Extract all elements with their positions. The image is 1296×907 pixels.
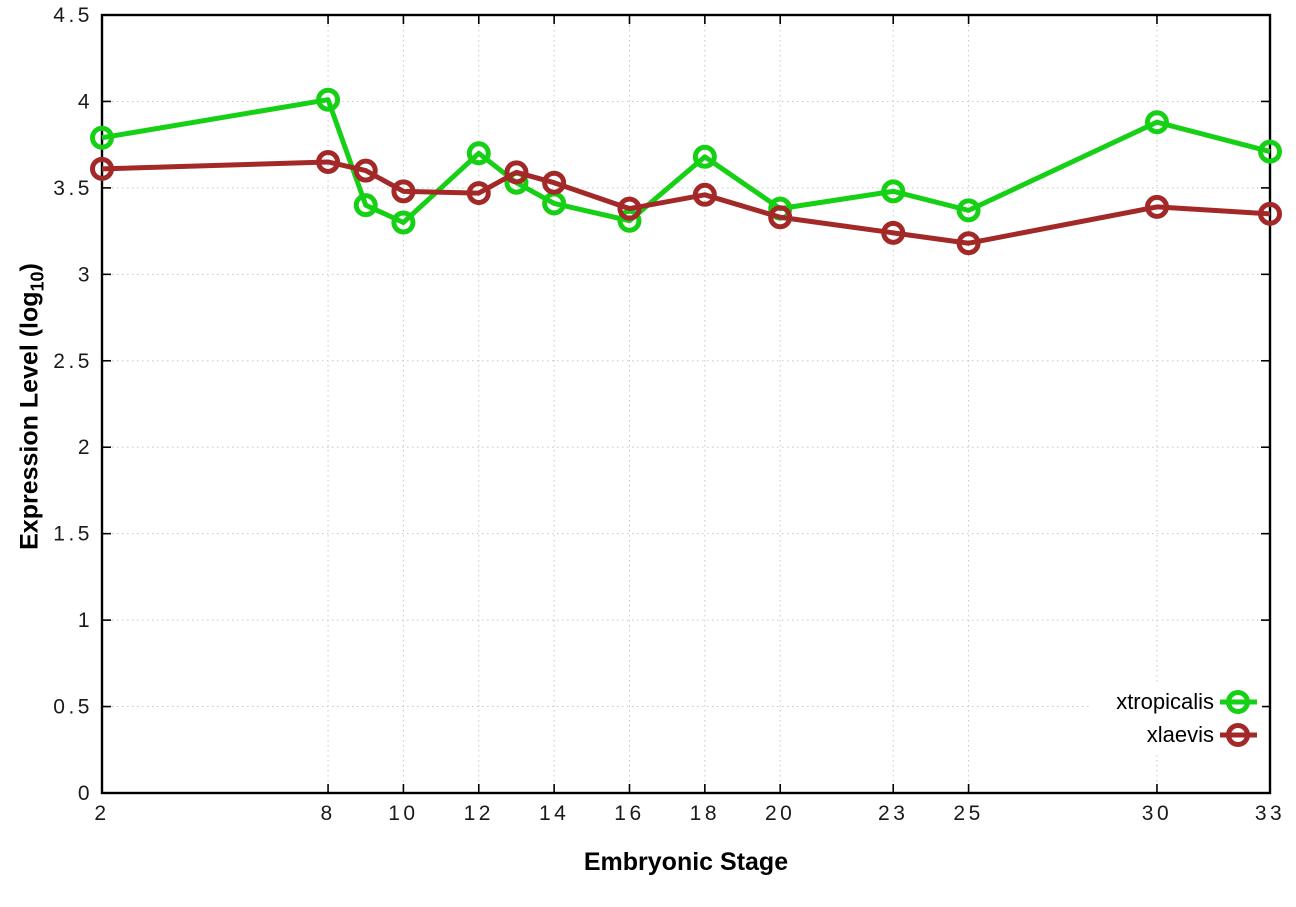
xtropicalis-marker [466, 141, 491, 166]
xtropicalis-marker [881, 179, 906, 204]
xtropicalis-marker [692, 144, 717, 169]
xlaevis-marker [466, 181, 491, 206]
x-tick-label: 10 [388, 802, 418, 825]
x-tick-label: 14 [539, 802, 569, 825]
legend-marker-icon [1226, 690, 1250, 714]
xlaevis-marker [1144, 194, 1169, 219]
x-tick-label: 18 [690, 802, 720, 825]
legend-marker-icon [1226, 723, 1250, 747]
xtropicalis-marker [956, 198, 981, 223]
legend-label: xtropicalis [1116, 689, 1214, 714]
y-axis-title-text: Expression Level (log [15, 291, 44, 550]
xtropicalis-marker [1144, 110, 1169, 135]
xtropicalis-marker [90, 125, 114, 150]
xtropicalis-marker [542, 191, 567, 216]
x-tick-label: 25 [953, 802, 983, 825]
xlaevis-marker [881, 220, 906, 245]
x-tick-label: 30 [1142, 802, 1172, 825]
xtropicalis-marker [617, 208, 642, 233]
plot-border [100, 13, 1272, 795]
xtropicalis-marker [1258, 139, 1282, 164]
xtropicalis-marker [316, 87, 341, 112]
x-tick-label: 33 [1255, 802, 1285, 825]
x-tick-label: 16 [614, 802, 644, 825]
y-tick-label: 0 [78, 782, 93, 805]
xlaevis-marker [353, 158, 378, 183]
x-tick-label: 20 [765, 802, 795, 825]
xlaevis-marker [617, 196, 642, 221]
xtropicalis-line [101, 97, 1271, 225]
xlaevis-marker [504, 160, 529, 185]
xlaevis-marker [1258, 201, 1282, 226]
xlaevis-marker [956, 231, 981, 256]
y-tick-label: 2.5 [53, 350, 93, 373]
x-tick-label: 12 [464, 802, 494, 825]
y-tick-label: 0.5 [53, 696, 93, 719]
xlaevis-marker [316, 149, 341, 174]
xlaevis-marker [90, 156, 114, 181]
y-tick-label: 1.5 [53, 523, 93, 546]
x-tick-label: 23 [878, 802, 908, 825]
y-axis-title: Expression Level (log10) [15, 197, 48, 617]
xtropicalis-marker [353, 193, 378, 218]
xlaevis-marker [692, 182, 717, 207]
y-axis-title-subscript: 10 [27, 271, 48, 292]
xtropicalis-marker [391, 210, 416, 235]
x-tick-label: 8 [320, 802, 335, 825]
xlaevis-marker [391, 179, 416, 204]
y-tick-label: 3.5 [53, 177, 93, 200]
y-tick-label: 1 [78, 609, 93, 632]
x-axis-title: Embryonic Stage [583, 848, 789, 876]
xlaevis-marker [768, 205, 793, 230]
y-tick-label: 4 [78, 90, 93, 113]
y-axis-title-close-paren: ) [15, 263, 44, 272]
y-tick-label: 3 [78, 263, 93, 286]
legend-label: xlaevis [1147, 722, 1214, 747]
x-tick-label: 2 [94, 802, 109, 825]
y-tick-label: 4.5 [53, 4, 93, 27]
y-tick-label: 2 [78, 436, 93, 459]
xlaevis-marker [542, 170, 567, 195]
